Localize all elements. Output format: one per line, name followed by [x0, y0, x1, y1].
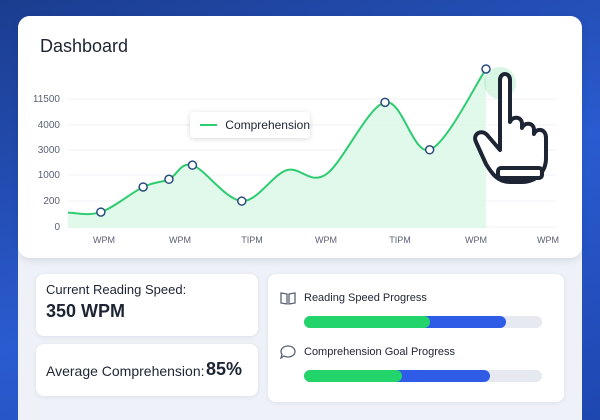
- data-point[interactable]: [138, 182, 148, 192]
- comprehension-chart: 11500 4000 3000 1000 200 0 WPM WPM TIPM WPM TIPM WP…: [33, 64, 559, 245]
- data-point[interactable]: [237, 196, 247, 206]
- x-tick-label: WPM: [169, 235, 191, 245]
- y-tick-label: 3000: [38, 145, 61, 156]
- legend-swatch: [200, 124, 218, 126]
- y-tick-label: 4000: [38, 120, 61, 131]
- x-tick-label: WPM: [465, 235, 487, 245]
- current-speed-label: Current Reading Speed:: [46, 282, 187, 297]
- current-speed-value: 350 WPM: [46, 301, 126, 321]
- comprehension-goal-progress-fill-secondary: [304, 370, 402, 382]
- reading-speed-progress-bar: [304, 316, 542, 328]
- comprehension-goal-progress: Comprehension Goal Progress: [280, 344, 542, 382]
- comprehension-goal-progress-bar: [304, 370, 542, 382]
- x-tick-label: TIPM: [241, 235, 263, 245]
- chart-legend[interactable]: Comprehension: [190, 112, 310, 138]
- y-tick-label: 200: [43, 196, 60, 207]
- book-icon: [280, 292, 296, 305]
- reading-speed-progress-label: Reading Speed Progress: [304, 292, 427, 304]
- series-area: [68, 69, 486, 228]
- data-point[interactable]: [96, 207, 106, 217]
- comprehension-goal-progress-label: Comprehension Goal Progress: [304, 346, 456, 358]
- pointing-hand-icon: [473, 72, 548, 184]
- y-tick-label: 0: [54, 222, 60, 233]
- y-tick-label: 11500: [33, 94, 61, 105]
- avg-comprehension-label: Average Comprehension:: [46, 363, 205, 379]
- progress-card: Reading Speed Progress Comprehension Goa…: [268, 274, 564, 402]
- data-point[interactable]: [187, 160, 198, 170]
- x-tick-label: TIPM: [389, 235, 411, 245]
- x-tick-label: WPM: [537, 235, 559, 245]
- data-point[interactable]: [424, 145, 435, 155]
- reading-speed-progress-fill-secondary: [304, 316, 431, 328]
- page-title: Dashboard: [40, 36, 129, 56]
- data-point[interactable]: [380, 97, 390, 108]
- avg-comprehension-value: 85%: [206, 359, 243, 379]
- reading-speed-progress: Reading Speed Progress: [280, 290, 542, 328]
- avg-comprehension-card: Average Comprehension: 85%: [36, 344, 258, 396]
- current-speed-card: Current Reading Speed: 350 WPM: [36, 274, 258, 336]
- legend-label: Comprehension: [225, 118, 310, 132]
- y-tick-label: 1000: [38, 170, 61, 181]
- x-tick-label: WPM: [315, 235, 337, 245]
- x-tick-label: WPM: [93, 235, 115, 245]
- speech-bubble-icon: [280, 345, 296, 359]
- series-line: [67, 68, 487, 216]
- data-point[interactable]: [164, 174, 174, 185]
- data-point[interactable]: [481, 64, 491, 74]
